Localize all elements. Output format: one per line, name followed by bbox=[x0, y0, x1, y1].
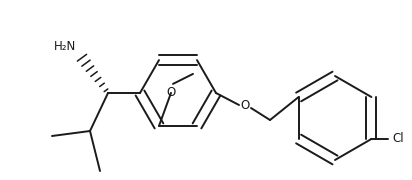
Text: O: O bbox=[166, 86, 176, 99]
Text: Cl: Cl bbox=[392, 132, 404, 145]
Text: H₂N: H₂N bbox=[54, 40, 76, 53]
Text: O: O bbox=[240, 98, 250, 111]
